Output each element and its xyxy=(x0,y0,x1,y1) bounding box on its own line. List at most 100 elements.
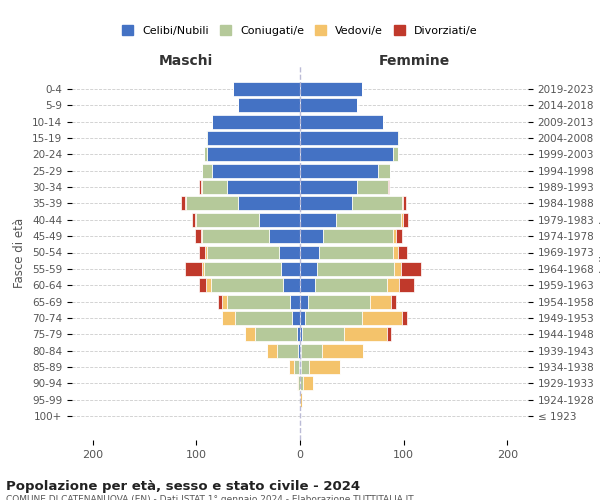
Bar xyxy=(292,311,300,325)
Bar xyxy=(300,148,393,162)
Text: Maschi: Maschi xyxy=(159,54,213,68)
Y-axis label: Fasce di età: Fasce di età xyxy=(13,218,26,288)
Bar xyxy=(362,311,401,325)
Bar xyxy=(393,148,398,162)
Bar xyxy=(314,278,387,292)
Bar xyxy=(403,213,408,226)
Bar xyxy=(289,360,294,374)
Bar xyxy=(300,360,301,374)
Bar xyxy=(398,131,400,145)
Bar xyxy=(400,278,414,292)
Bar xyxy=(267,344,277,357)
Bar xyxy=(397,229,401,243)
Bar xyxy=(222,294,227,308)
Bar xyxy=(300,229,323,243)
Bar xyxy=(199,246,205,260)
Bar xyxy=(300,376,303,390)
Bar xyxy=(300,131,398,145)
Legend: Celibi/Nubili, Coniugati/e, Vedovi/e, Divorziati/e: Celibi/Nubili, Coniugati/e, Vedovi/e, Di… xyxy=(119,22,481,40)
Bar xyxy=(207,131,300,145)
Bar xyxy=(205,246,207,260)
Bar xyxy=(186,196,238,210)
Bar xyxy=(303,376,313,390)
Bar xyxy=(378,164,390,177)
Bar xyxy=(206,278,211,292)
Bar xyxy=(403,196,406,210)
Bar xyxy=(218,294,222,308)
Bar xyxy=(300,246,319,260)
Bar xyxy=(185,262,202,276)
Bar xyxy=(299,360,300,374)
Bar xyxy=(212,164,300,177)
Bar xyxy=(300,98,357,112)
Bar xyxy=(290,294,300,308)
Bar xyxy=(202,164,212,177)
Bar xyxy=(336,213,401,226)
Bar xyxy=(300,294,308,308)
Bar xyxy=(387,328,391,341)
Bar xyxy=(393,246,398,260)
Bar xyxy=(202,180,227,194)
Bar xyxy=(238,98,300,112)
Bar xyxy=(300,196,352,210)
Bar xyxy=(301,344,322,357)
Bar xyxy=(238,196,300,210)
Bar xyxy=(319,246,393,260)
Bar xyxy=(300,114,383,128)
Bar xyxy=(294,360,299,374)
Bar xyxy=(212,114,300,128)
Text: COMUNE DI CATENANUOVA (EN) - Dati ISTAT 1° gennaio 2024 - Elaborazione TUTTITALI: COMUNE DI CATENANUOVA (EN) - Dati ISTAT … xyxy=(6,495,413,500)
Bar xyxy=(199,180,200,194)
Bar xyxy=(401,311,407,325)
Bar xyxy=(394,262,401,276)
Bar xyxy=(391,294,397,308)
Bar xyxy=(181,196,185,210)
Bar xyxy=(259,213,300,226)
Bar xyxy=(185,196,186,210)
Bar xyxy=(222,311,235,325)
Bar xyxy=(300,180,357,194)
Bar xyxy=(300,328,302,341)
Bar xyxy=(388,180,389,194)
Bar xyxy=(317,262,394,276)
Bar xyxy=(308,294,370,308)
Bar xyxy=(300,82,362,96)
Bar xyxy=(322,344,363,357)
Bar xyxy=(200,229,202,243)
Bar xyxy=(192,213,196,226)
Bar xyxy=(227,180,300,194)
Bar xyxy=(203,262,281,276)
Text: Femmine: Femmine xyxy=(379,54,449,68)
Bar xyxy=(227,294,290,308)
Bar xyxy=(196,213,259,226)
Bar xyxy=(199,278,206,292)
Bar xyxy=(279,246,300,260)
Bar xyxy=(300,278,314,292)
Bar xyxy=(393,229,397,243)
Bar xyxy=(310,360,340,374)
Bar xyxy=(202,229,269,243)
Bar xyxy=(300,262,317,276)
Bar xyxy=(277,344,298,357)
Bar xyxy=(401,196,403,210)
Bar xyxy=(300,311,305,325)
Bar xyxy=(302,328,344,341)
Bar xyxy=(298,376,300,390)
Bar xyxy=(300,392,302,406)
Bar xyxy=(256,328,297,341)
Text: Popolazione per età, sesso e stato civile - 2024: Popolazione per età, sesso e stato civil… xyxy=(6,480,360,493)
Bar xyxy=(344,328,387,341)
Bar xyxy=(202,262,203,276)
Bar xyxy=(207,246,279,260)
Bar xyxy=(245,328,256,341)
Bar xyxy=(323,229,393,243)
Bar xyxy=(196,229,200,243)
Bar xyxy=(207,148,300,162)
Bar xyxy=(269,229,300,243)
Bar xyxy=(283,278,300,292)
Bar xyxy=(235,311,292,325)
Bar xyxy=(203,148,207,162)
Bar xyxy=(370,294,391,308)
Bar xyxy=(281,262,300,276)
Bar xyxy=(211,278,283,292)
